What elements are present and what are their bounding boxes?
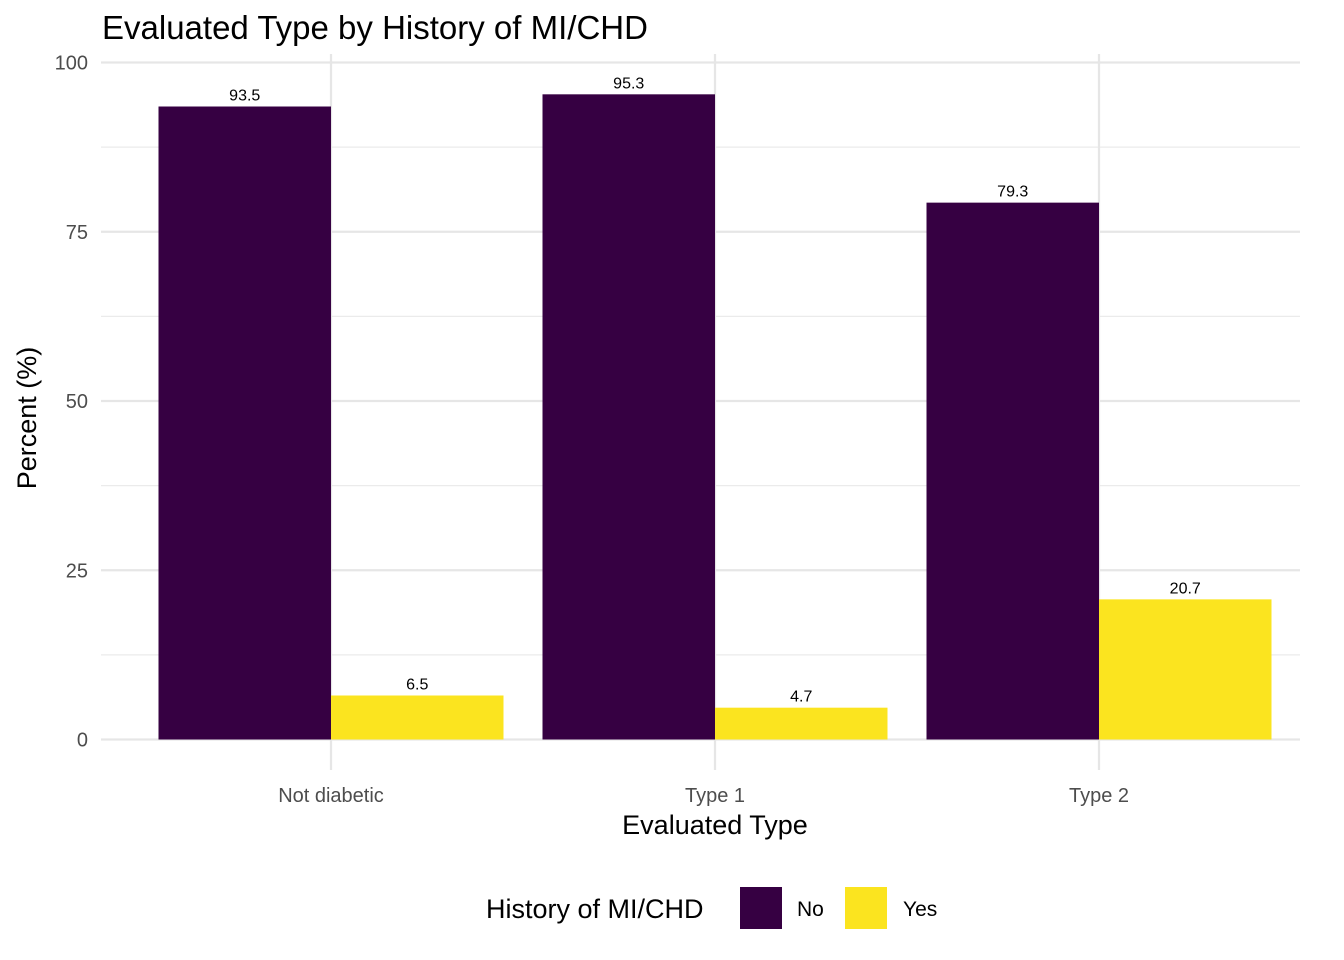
y-axis-title: Percent (%) (12, 347, 42, 490)
data-label: 93.5 (229, 88, 260, 105)
data-label: 6.5 (406, 676, 428, 693)
y-tick-label: 25 (66, 560, 88, 582)
bar-yes-1 (715, 707, 888, 740)
y-tick-label: 50 (66, 391, 88, 413)
y-axis-ticks: 0 25 50 75 100 (55, 53, 88, 752)
x-axis-ticks: Not diabetic Type 1 Type 2 (278, 785, 1129, 807)
y-tick-label: 100 (55, 53, 88, 75)
bar-yes-0 (331, 695, 504, 740)
bar-no-2 (926, 202, 1099, 740)
bar-no-0 (158, 106, 331, 740)
x-axis-title: Evaluated Type (622, 810, 808, 840)
legend-label-yes: Yes (903, 898, 937, 921)
data-label: 79.3 (997, 184, 1028, 201)
bars (158, 94, 1272, 740)
x-tick-label: Type 1 (685, 785, 745, 807)
y-tick-label: 0 (77, 730, 88, 752)
legend-title: History of MI/CHD (486, 894, 704, 924)
legend: History of MI/CHD No Yes (486, 887, 937, 929)
y-tick-label: 75 (66, 222, 88, 244)
chart-title: Evaluated Type by History of MI/CHD (102, 9, 648, 46)
legend-label-no: No (797, 898, 824, 921)
x-tick-label: Not diabetic (278, 785, 384, 807)
data-label: 95.3 (613, 75, 644, 92)
data-labels: 93.5 95.3 79.3 6.5 4.7 20.7 (229, 75, 1201, 705)
x-tick-label: Type 2 (1069, 785, 1129, 807)
data-label: 20.7 (1170, 580, 1201, 597)
data-label: 4.7 (790, 689, 812, 706)
bar-yes-2 (1099, 599, 1272, 740)
legend-swatch-yes (845, 887, 887, 929)
legend-swatch-no (740, 887, 782, 929)
bar-no-1 (542, 94, 715, 740)
